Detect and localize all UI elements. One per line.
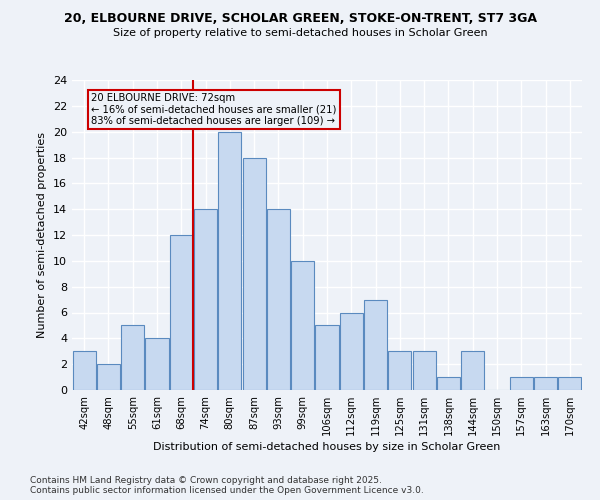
Bar <box>364 300 387 390</box>
Bar <box>121 326 144 390</box>
Bar <box>218 132 241 390</box>
Text: 20 ELBOURNE DRIVE: 72sqm
← 16% of semi-detached houses are smaller (21)
83% of s: 20 ELBOURNE DRIVE: 72sqm ← 16% of semi-d… <box>91 93 337 126</box>
Bar <box>170 235 193 390</box>
Bar <box>461 351 484 390</box>
Bar <box>388 351 412 390</box>
Bar <box>559 377 581 390</box>
Text: Contains HM Land Registry data © Crown copyright and database right 2025.
Contai: Contains HM Land Registry data © Crown c… <box>30 476 424 495</box>
Bar <box>73 351 95 390</box>
Bar <box>510 377 533 390</box>
Text: 20, ELBOURNE DRIVE, SCHOLAR GREEN, STOKE-ON-TRENT, ST7 3GA: 20, ELBOURNE DRIVE, SCHOLAR GREEN, STOKE… <box>64 12 536 26</box>
Text: Size of property relative to semi-detached houses in Scholar Green: Size of property relative to semi-detach… <box>113 28 487 38</box>
Bar <box>145 338 169 390</box>
Bar <box>97 364 120 390</box>
Bar <box>437 377 460 390</box>
Bar <box>267 209 290 390</box>
Bar <box>534 377 557 390</box>
Bar <box>413 351 436 390</box>
Bar <box>194 209 217 390</box>
Bar <box>242 158 266 390</box>
Y-axis label: Number of semi-detached properties: Number of semi-detached properties <box>37 132 47 338</box>
Bar <box>316 326 338 390</box>
Bar <box>340 312 363 390</box>
Bar <box>291 261 314 390</box>
Text: Distribution of semi-detached houses by size in Scholar Green: Distribution of semi-detached houses by … <box>154 442 500 452</box>
